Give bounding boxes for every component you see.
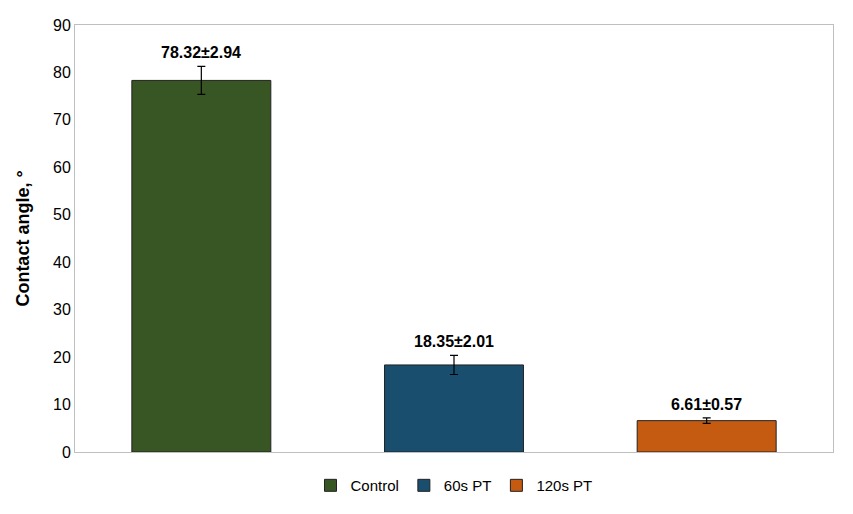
- svg-text:30: 30: [53, 301, 71, 318]
- svg-text:0: 0: [62, 444, 71, 461]
- svg-text:40: 40: [53, 254, 71, 271]
- svg-text:120s PT: 120s PT: [536, 477, 592, 494]
- svg-text:6.61±0.57: 6.61±0.57: [671, 396, 742, 413]
- svg-text:Control: Control: [351, 477, 399, 494]
- svg-text:18.35±2.01: 18.35±2.01: [414, 333, 494, 350]
- svg-text:70: 70: [53, 111, 71, 128]
- svg-text:60s PT: 60s PT: [444, 477, 492, 494]
- svg-text:60: 60: [53, 159, 71, 176]
- svg-text:10: 10: [53, 396, 71, 413]
- svg-text:80: 80: [53, 64, 71, 81]
- svg-text:90: 90: [53, 17, 71, 34]
- svg-text:20: 20: [53, 349, 71, 366]
- svg-text:Contact angle, °: Contact angle, °: [13, 170, 33, 306]
- svg-text:50: 50: [53, 206, 71, 223]
- svg-text:78.32±2.94: 78.32±2.94: [161, 44, 241, 61]
